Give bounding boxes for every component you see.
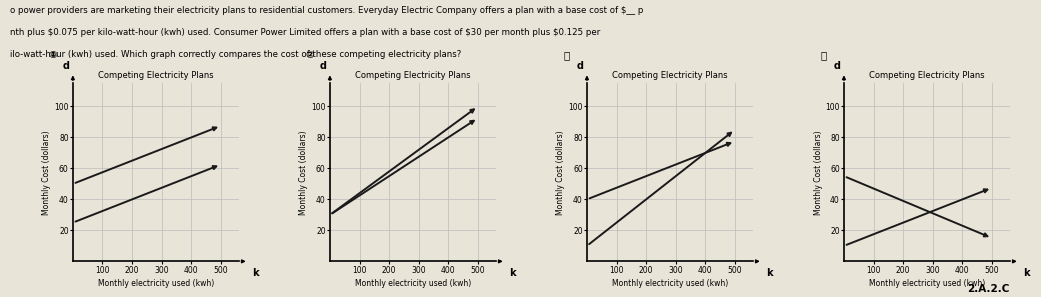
Text: k: k: [252, 268, 258, 279]
Y-axis label: Monthly Cost (dollars): Monthly Cost (dollars): [557, 130, 565, 214]
Text: o power providers are marketing their electricity plans to residential customers: o power providers are marketing their el…: [10, 6, 643, 15]
X-axis label: Monthly electricity used (kwh): Monthly electricity used (kwh): [355, 279, 471, 288]
Text: ②: ②: [306, 50, 314, 60]
X-axis label: Monthly electricity used (kwh): Monthly electricity used (kwh): [612, 279, 728, 288]
Text: k: k: [766, 268, 772, 279]
Text: d: d: [62, 61, 70, 71]
Text: k: k: [509, 268, 515, 279]
Text: d: d: [577, 61, 584, 71]
Text: nth plus $0.075 per kilo-watt-hour (kwh) used. Consumer Power Limited offers a p: nth plus $0.075 per kilo-watt-hour (kwh)…: [10, 28, 601, 37]
Title: Competing Electricity Plans: Competing Electricity Plans: [355, 71, 471, 80]
Y-axis label: Monthly Cost (dollars): Monthly Cost (dollars): [813, 130, 822, 214]
Title: Competing Electricity Plans: Competing Electricity Plans: [98, 71, 213, 80]
Text: ilo-watt-hour (kwh) used. Which graph correctly compares the cost of these compe: ilo-watt-hour (kwh) used. Which graph co…: [10, 50, 461, 59]
Text: ①: ①: [49, 50, 57, 60]
Text: d: d: [320, 61, 327, 71]
Y-axis label: Monthly Cost (dollars): Monthly Cost (dollars): [43, 130, 51, 214]
Text: Ⓒ: Ⓒ: [564, 50, 570, 60]
Text: Ⓓ: Ⓓ: [821, 50, 828, 60]
Text: 2.A.2.C: 2.A.2.C: [967, 284, 1010, 294]
X-axis label: Monthly electricity used (kwh): Monthly electricity used (kwh): [869, 279, 985, 288]
Title: Competing Electricity Plans: Competing Electricity Plans: [612, 71, 728, 80]
X-axis label: Monthly electricity used (kwh): Monthly electricity used (kwh): [98, 279, 213, 288]
Y-axis label: Monthly Cost (dollars): Monthly Cost (dollars): [300, 130, 308, 214]
Text: k: k: [1023, 268, 1030, 279]
Text: d: d: [834, 61, 841, 71]
Title: Competing Electricity Plans: Competing Electricity Plans: [869, 71, 985, 80]
